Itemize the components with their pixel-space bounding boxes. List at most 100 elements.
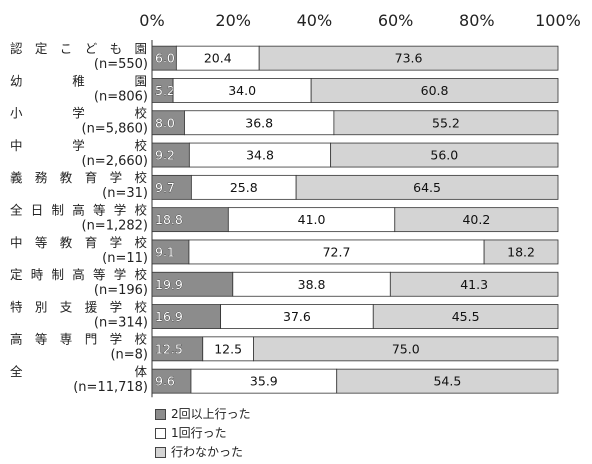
category-label: 定時制高等学校 <box>10 267 147 282</box>
bar-segment <box>151 110 185 136</box>
bar-value-label: 18.8 <box>155 212 183 227</box>
bar-segment <box>295 174 559 200</box>
bar-value-label: 54.5 <box>433 374 461 389</box>
bar-segment <box>151 336 204 362</box>
category-n-label: (n=11) <box>102 251 148 266</box>
bar-segment <box>190 368 338 394</box>
bar-value-label: 18.2 <box>507 244 535 259</box>
bar-segment <box>394 207 559 233</box>
bar-value-label: 12.5 <box>155 341 183 356</box>
legend: 2回以上行った 1回行った 行わなかった <box>155 405 251 462</box>
bar-segment <box>151 368 192 394</box>
category-labels: 認定こども園(n=550)幼稚園(n=806)小学校(n=5,860)中学校(n… <box>10 41 148 395</box>
bar-segment <box>151 271 234 297</box>
legend-swatch-none <box>155 447 166 458</box>
category-label: 中学校 <box>10 138 147 153</box>
category-label: 全体 <box>10 364 147 379</box>
bar-segment <box>372 304 559 329</box>
bar-segment <box>184 110 335 136</box>
category-n-label: (n=550) <box>94 57 148 72</box>
category-label: 義務教育学校 <box>10 170 147 185</box>
category-n-label: (n=196) <box>94 283 148 298</box>
bar-segment <box>258 45 559 71</box>
legend-label-once: 1回行った <box>171 426 227 440</box>
legend-item-none: 行わなかった <box>155 443 251 462</box>
bar-value-label: 9.7 <box>155 180 175 195</box>
bar-value-label: 9.2 <box>155 148 175 163</box>
bar-value-label: 12.5 <box>214 341 242 356</box>
bar-segment <box>151 239 190 265</box>
legend-item-2plus: 2回以上行った <box>155 405 251 424</box>
x-tick-label: 20% <box>215 11 251 30</box>
bar-value-label: 60.8 <box>421 83 449 98</box>
bar-value-label: 19.9 <box>155 277 183 292</box>
bar-value-label: 41.3 <box>460 277 488 292</box>
x-tick-label: 100% <box>535 11 581 30</box>
x-tick-label: 40% <box>297 11 333 30</box>
bar-value-label: 16.9 <box>155 309 183 324</box>
bar-segment <box>227 207 396 233</box>
bar-segment <box>310 78 559 103</box>
legend-swatch-once <box>155 428 166 439</box>
legend-label-2plus: 2回以上行った <box>171 407 251 421</box>
category-n-label: (n=31) <box>102 186 148 201</box>
bar-value-label: 55.2 <box>432 115 460 130</box>
bar-value-label: 8.0 <box>155 115 175 130</box>
bar-segment <box>151 45 177 71</box>
bar-segment <box>333 110 559 136</box>
bar-segment <box>151 207 229 233</box>
bar-value-label: 25.8 <box>230 180 258 195</box>
category-label: 幼稚園 <box>10 73 147 88</box>
bar-value-label: 75.0 <box>392 341 420 356</box>
category-n-label: (n=5,860) <box>82 122 149 137</box>
bar-segment <box>483 239 559 265</box>
bar-value-label: 34.8 <box>246 148 274 163</box>
bar-segment <box>253 336 559 362</box>
bar-value-label: 34.0 <box>228 83 256 98</box>
category-label: 特別支援学校 <box>10 299 147 314</box>
bar-segment <box>220 304 374 329</box>
bar-value-label: 9.6 <box>155 374 175 389</box>
bar-value-label: 64.5 <box>413 180 441 195</box>
bar-value-label: 73.6 <box>395 51 423 66</box>
bar-segment <box>175 45 260 71</box>
bar-segment <box>151 304 222 329</box>
bar-segment <box>330 142 559 168</box>
bar-segment <box>151 174 192 200</box>
bar-value-label: 9.1 <box>155 244 175 259</box>
bar-value-label: 6.0 <box>155 51 175 66</box>
bar-value-label: 38.8 <box>298 277 326 292</box>
bar-segment <box>188 142 332 168</box>
bar-value-label: 35.9 <box>250 374 278 389</box>
bar-value-label: 45.5 <box>452 309 480 324</box>
category-label: 全日制高等学校 <box>10 203 147 218</box>
bar-value-label: 36.8 <box>245 115 273 130</box>
legend-item-once: 1回行った <box>155 424 251 443</box>
category-label: 中等教育学校 <box>10 235 147 250</box>
stacked-bar-chart: 0% 20% 40% 60% 80% 100% 認定こども園(n=550)幼稚園(n=80… <box>10 11 581 398</box>
x-tick-label: 0% <box>139 11 164 30</box>
category-n-label: (n=8) <box>110 348 148 363</box>
category-n-label: (n=2,660) <box>82 154 149 169</box>
category-label: 小学校 <box>10 106 147 121</box>
legend-label-none: 行わなかった <box>171 445 244 459</box>
bars: 6.0 20.4 73.6 5.2 34.0 60.8 8.0 36.8 55.2 9.2 34.8… <box>151 45 559 394</box>
category-n-label: (n=1,282) <box>82 219 149 234</box>
bar-segment <box>389 271 559 297</box>
bar-value-label: 56.0 <box>430 148 458 163</box>
legend-swatch-2plus <box>155 409 166 420</box>
bar-value-label: 20.4 <box>204 51 232 66</box>
category-label: 認定こども園 <box>10 41 147 56</box>
bar-value-label: 41.0 <box>298 212 326 227</box>
x-tick-label: 60% <box>378 11 414 30</box>
category-n-label: (n=314) <box>94 315 148 330</box>
bar-value-label: 40.2 <box>462 212 490 227</box>
bar-value-label: 37.6 <box>283 309 311 324</box>
bar-segment <box>336 368 559 394</box>
bar-value-label: 72.7 <box>323 244 351 259</box>
x-tick-label: 80% <box>459 11 495 30</box>
category-n-label: (n=11,718) <box>73 380 148 395</box>
bar-segment <box>190 174 297 200</box>
bar-value-label: 5.2 <box>155 83 175 98</box>
category-n-label: (n=806) <box>94 89 148 104</box>
